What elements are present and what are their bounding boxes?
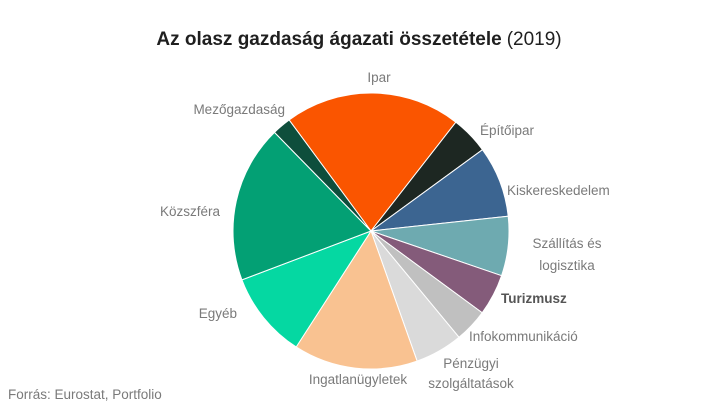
pie-slices xyxy=(232,92,510,370)
label-ingatlan: Ingatlanügyletek xyxy=(309,372,408,387)
chart-title: Az olasz gazdaság ágazati összetétele (20… xyxy=(0,29,718,51)
label-turizmus: Turizmusz xyxy=(501,291,567,306)
pie-slice-0 xyxy=(288,92,457,232)
label-epitoipar: Építőipar xyxy=(480,123,535,138)
label-szallitas: Szállítás és logisztika xyxy=(532,236,601,273)
pie-slice-9 xyxy=(232,131,372,281)
source-note: Forrás: Eurostat, Portfolio xyxy=(8,387,162,402)
label-egyeb: Egyéb xyxy=(199,306,237,321)
label-ipar: Ipar xyxy=(367,70,391,85)
label-kiskereskedelem: Kiskereskedelem xyxy=(507,183,610,198)
chart-subtitle: (2019) xyxy=(506,29,562,50)
label-mezogazdasag: Mezőgazdaság xyxy=(193,102,285,117)
label-kozszfera: Közszféra xyxy=(160,204,221,219)
chart-title-main: Az olasz gazdaság ágazati összetétele xyxy=(156,29,502,50)
pie-slice-7 xyxy=(295,229,418,370)
label-penzugyi: Pénzügyi szolgáltatások xyxy=(428,356,514,391)
pie-slice-10 xyxy=(273,119,372,232)
pie-slice-8 xyxy=(241,229,373,348)
label-infokommunikacio: Infokommunikáció xyxy=(469,329,578,344)
